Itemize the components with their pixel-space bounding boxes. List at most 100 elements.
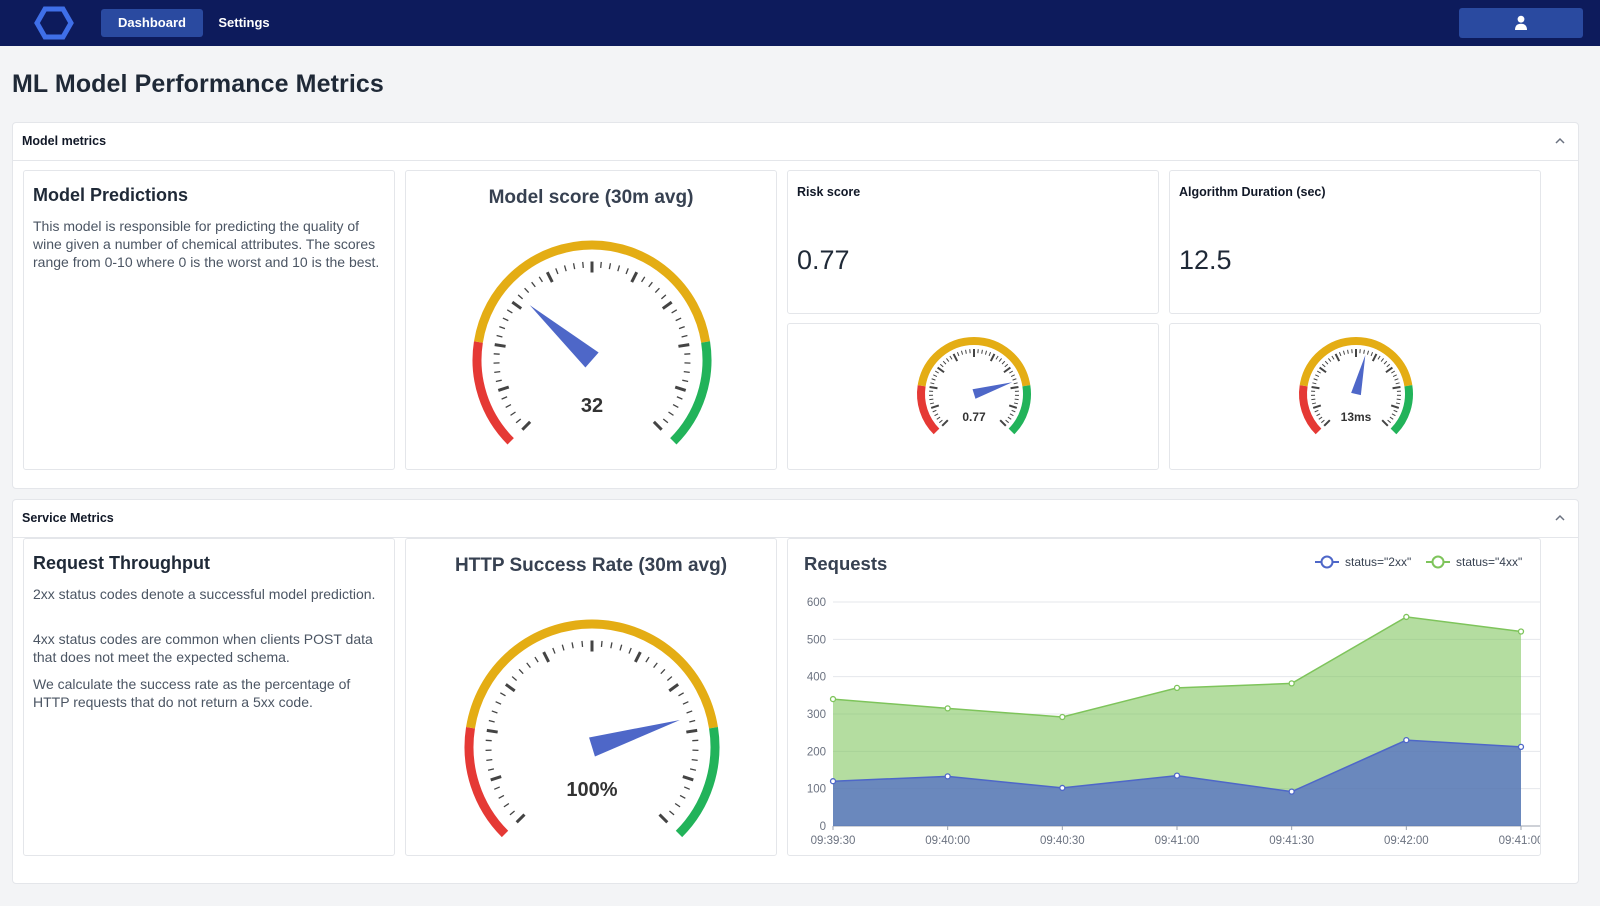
gauge-tick — [1395, 402, 1401, 405]
gauge-tick — [689, 768, 697, 771]
gauge-tick — [521, 420, 532, 431]
gauge-tick — [668, 411, 674, 416]
gauge-tick — [506, 309, 513, 314]
gauge-tick — [1004, 363, 1009, 368]
http-success-rate-gauge: 100% — [464, 619, 720, 838]
gauge-tick — [555, 268, 559, 275]
gauge-tick — [1008, 404, 1018, 409]
gauge-tick — [984, 350, 988, 355]
gauge-tick — [1342, 350, 1346, 355]
gauge-tick — [1011, 409, 1016, 413]
chevron-up-icon[interactable] — [1554, 135, 1566, 147]
gauge-tick — [1389, 416, 1394, 420]
gauge-tick — [1394, 378, 1399, 381]
gauge-tick — [488, 719, 495, 723]
gauge-band-red — [464, 727, 509, 838]
nav-settings-button[interactable]: Settings — [218, 15, 270, 30]
gauge-tick — [929, 385, 938, 390]
nav-dashboard-button[interactable]: Dashboard — [101, 9, 203, 37]
gauge-tick — [1371, 353, 1378, 362]
gauge-tick — [1370, 351, 1374, 357]
gauge-tick — [1007, 416, 1012, 420]
gauge-tick — [930, 404, 940, 409]
data-point — [944, 705, 951, 712]
gauge-tick — [960, 350, 964, 355]
gauge-tick — [509, 810, 515, 816]
gauge-tick — [503, 802, 510, 808]
data-point — [944, 773, 951, 780]
model-score-gauge-card: Model score (30m avg) 32 — [405, 170, 777, 470]
gauge-tick — [538, 276, 543, 283]
gauge-tick — [524, 287, 530, 294]
gauge-tick — [934, 413, 939, 417]
gauge-tick — [1323, 419, 1331, 427]
gauge-tick — [682, 379, 689, 383]
user-menu-button[interactable] — [1459, 8, 1583, 38]
stat-value: 12.5 — [1179, 245, 1232, 275]
data-point — [1059, 784, 1066, 792]
gauge-tick — [1318, 416, 1323, 420]
gauge-band-red — [917, 385, 940, 435]
gauge-band-green — [670, 341, 712, 445]
gauge-tick — [683, 370, 690, 373]
chart-title: Requests — [804, 553, 887, 574]
chevron-up-icon[interactable] — [1554, 512, 1566, 524]
legend-label: status="4xx" — [1456, 555, 1522, 569]
gauge-tick — [1316, 413, 1321, 417]
gauge-tick — [1377, 355, 1381, 360]
card-paragraph: 2xx status codes denote a successful mod… — [33, 586, 376, 602]
gauge-tick — [1317, 370, 1321, 374]
user-icon — [1515, 15, 1527, 30]
gauge-tick — [936, 416, 941, 420]
gauge-tick — [500, 692, 506, 697]
gauge-tick — [563, 265, 567, 272]
gauge-tick — [1392, 374, 1397, 377]
service-metrics-header[interactable]: Service Metrics — [13, 500, 1578, 538]
gauge-tick — [545, 271, 554, 283]
gauge-band-red — [1299, 385, 1322, 435]
gauge-tick — [571, 642, 574, 649]
gauge-tick — [678, 326, 685, 330]
gauge-tick — [939, 419, 943, 424]
gauge-tick — [1392, 385, 1401, 390]
gauge-tick — [1366, 350, 1370, 355]
gauge-tick — [518, 668, 524, 675]
gauge-tick — [666, 676, 673, 682]
gauge-tick — [497, 385, 510, 392]
gauge-tick — [683, 786, 690, 790]
gauge-tick — [1311, 398, 1316, 401]
algorithm-duration-stat-card: Algorithm Duration (sec) 12.5 — [1169, 170, 1541, 314]
gauge-tick — [628, 647, 632, 654]
model-metrics-header[interactable]: Model metrics — [13, 123, 1578, 161]
gauge-tick — [674, 385, 687, 392]
gauge-tick — [660, 668, 666, 675]
gauge-title: Model score (30m avg) — [488, 187, 694, 208]
gauge-tick — [653, 662, 658, 668]
gauge-tick — [561, 644, 565, 651]
risk-score-stat-card: Risk score 0.77 — [787, 170, 1159, 314]
gauge-band-yellow — [1299, 337, 1413, 387]
gauge-tick — [1385, 366, 1393, 374]
gauge-tick — [935, 370, 939, 374]
gauge-needle — [972, 382, 1013, 399]
gauge-band-green — [1008, 385, 1031, 435]
gauge-tick — [610, 642, 613, 649]
gauge-tick — [634, 651, 642, 663]
gauge-tick — [1012, 378, 1017, 381]
legend-marker — [1431, 555, 1445, 569]
gauge-tick — [1009, 370, 1013, 374]
y-tick-label: 300 — [807, 709, 826, 721]
gauge-tick — [1386, 363, 1391, 368]
hexagon-logo-icon[interactable] — [34, 6, 74, 40]
algorithm-duration-gauge-card: 13ms — [1169, 323, 1541, 470]
x-tick-label: 09:40:30 — [1040, 835, 1085, 847]
model-predictions-card: Model Predictions This model is responsi… — [23, 170, 395, 470]
gauge-tick — [648, 281, 653, 288]
gauge-tick — [937, 366, 945, 374]
gauge-tick — [511, 300, 523, 310]
gauge-tick — [1010, 374, 1015, 377]
gauge-tick — [1395, 382, 1400, 385]
gauge-tick — [661, 300, 673, 310]
gauge-tick — [1013, 382, 1018, 385]
gauge-tick — [930, 382, 935, 385]
